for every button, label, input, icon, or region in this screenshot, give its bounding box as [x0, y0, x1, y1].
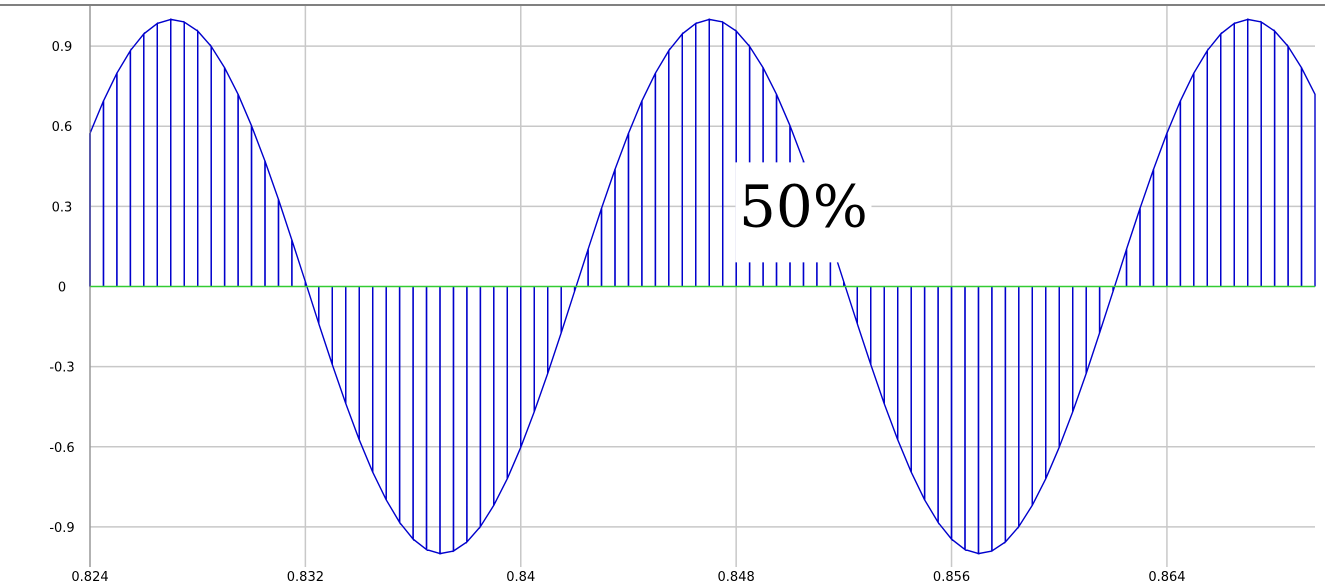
x-tick-label: 0.84: [506, 570, 535, 584]
y-tick-label: 0.6: [52, 120, 73, 135]
y-tick-label: 0: [58, 281, 66, 296]
x-tick-label: 0.848: [718, 570, 755, 584]
signal-line: [89, 18, 1316, 555]
annotation: 50%: [735, 162, 872, 263]
x-tick-label: 0.824: [71, 570, 108, 584]
annotation-text: 50%: [739, 172, 868, 240]
y-tick-label: -0.9: [49, 521, 74, 536]
x-tick-label: 0.832: [287, 570, 324, 584]
annotation-box: [735, 162, 872, 263]
x-tick-labels: 0.824 0.832 0.84 0.848 0.856 0.864: [71, 570, 1185, 584]
y-tick-label: 0.9: [52, 40, 73, 55]
x-tick-label: 0.856: [933, 570, 970, 584]
y-tick-labels: 0.9 0.6 0.3 0 -0.3 -0.6 -0.9: [49, 40, 74, 536]
x-tick-label: 0.864: [1148, 570, 1185, 584]
y-tick-label: -0.6: [49, 441, 74, 456]
y-tick-label: 0.3: [52, 200, 73, 215]
y-tick-label: -0.3: [49, 361, 74, 376]
